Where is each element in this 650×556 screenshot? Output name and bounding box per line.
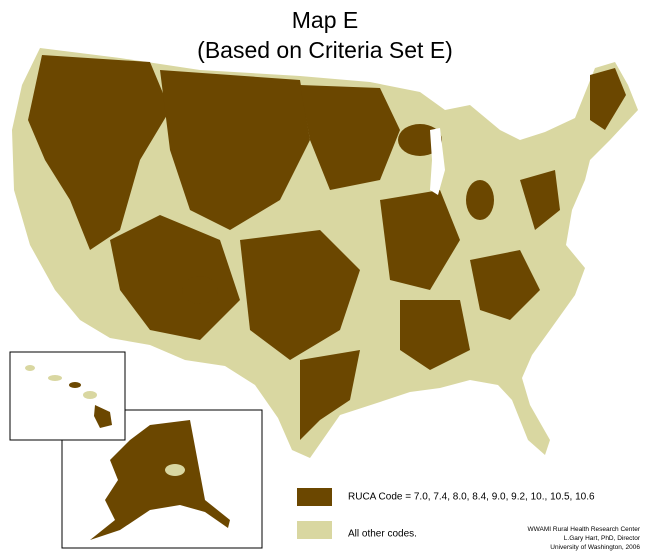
lake [430, 128, 445, 195]
legend-label: RUCA Code = 7.0, 7.4, 8.0, 8.4, 9.0, 9.2… [348, 492, 595, 503]
title-line-2: (Based on Criteria Set E) [197, 37, 453, 63]
alaska-frame [61, 409, 263, 549]
legend-label: All other codes. [348, 529, 417, 540]
credit: L.Gary Hart, PhD, Director [564, 535, 641, 542]
legend-swatch [297, 488, 332, 506]
alaska-other [165, 464, 185, 476]
alaska [90, 420, 230, 540]
hawaii-frame [9, 351, 126, 441]
title-line-1: Map E [292, 7, 358, 33]
rural-areas [28, 55, 626, 440]
hawaii [25, 365, 112, 428]
legend-swatch [297, 521, 332, 539]
credit: WWAMI Rural Health Research Center [528, 526, 641, 533]
credit: University of Washington, 2006 [550, 544, 640, 551]
